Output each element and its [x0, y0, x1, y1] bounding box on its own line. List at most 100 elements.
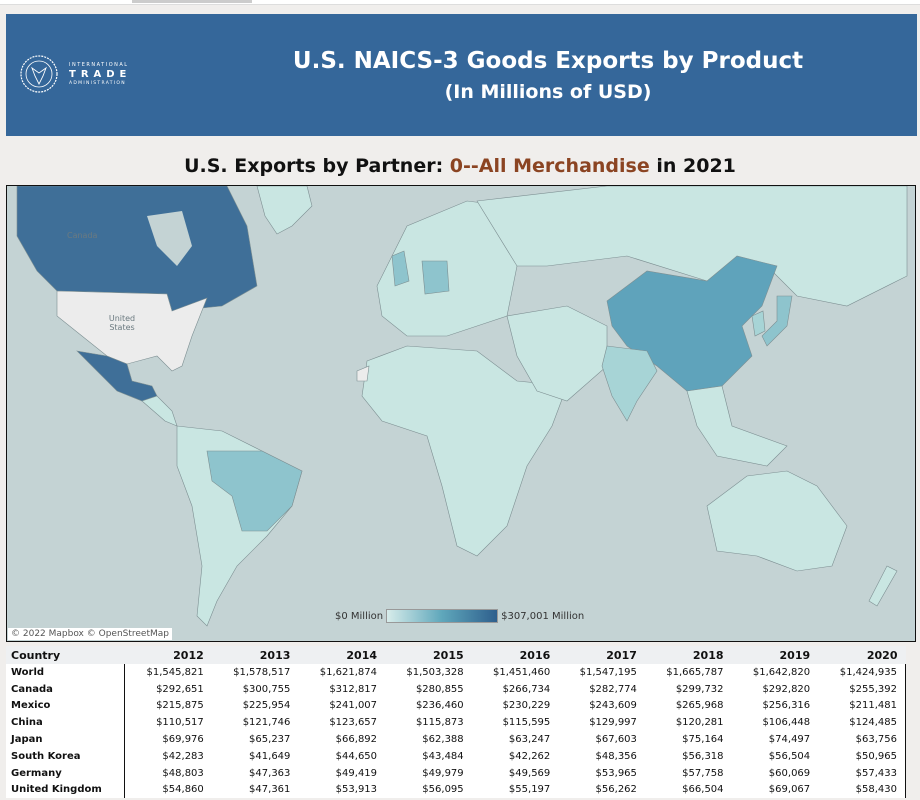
region-korea[interactable]: [751, 310, 766, 337]
header-banner: INTERNATIONAL TRADE ADMINISTRATION U.S. …: [6, 14, 917, 136]
map-credit[interactable]: © 2022 Mapbox © OpenStreetMap: [8, 628, 172, 640]
value-cell: $41,649: [211, 747, 299, 765]
country-cell: China: [6, 714, 125, 732]
logo-administration: ADMINISTRATION: [69, 80, 126, 86]
table-row: World $1,545,821 $1,578,517 $1,621,874 $1,50…: [6, 664, 907, 681]
column-header[interactable]: 2018: [644, 646, 732, 664]
value-cell: $215,875: [124, 697, 212, 715]
value-cell: $63,756: [818, 731, 907, 748]
value-cell: $55,197: [471, 781, 559, 799]
value-cell: $57,433: [818, 764, 907, 782]
value-cell: $42,262: [471, 747, 559, 765]
column-header[interactable]: 2013: [211, 646, 299, 664]
table-row: Mexico $215,875 $225,954 $241,007 $236,460 $2…: [6, 697, 907, 715]
country-cell: Germany: [6, 764, 125, 782]
map-label-canada: Canada: [67, 231, 98, 240]
value-cell: $54,860: [124, 781, 212, 799]
value-cell: $110,517: [124, 714, 212, 732]
region-japan[interactable]: [761, 295, 793, 347]
value-cell: $292,820: [731, 680, 819, 698]
region-russia-asia[interactable]: [476, 186, 908, 307]
value-cell: $60,069: [731, 764, 819, 782]
value-cell: $106,448: [731, 714, 819, 732]
table-row: Japan $69,976 $65,237 $66,892 $62,388 $63,247…: [6, 731, 907, 748]
region-greenland[interactable]: [256, 186, 313, 235]
region-germany[interactable]: [421, 260, 450, 295]
table-row: South Korea $42,283 $41,649 $44,650 $43,484 $…: [6, 747, 907, 765]
exports-table: Country 2012 2013 2014 2015 2016 2017 2018 2019 2…: [6, 646, 907, 799]
region-uk[interactable]: [391, 250, 410, 287]
value-cell: $256,316: [731, 697, 819, 715]
product-selector-value[interactable]: 0--All Merchandise: [449, 155, 650, 177]
column-header[interactable]: 2019: [731, 646, 819, 664]
column-header[interactable]: 2020: [818, 646, 906, 664]
region-central-america[interactable]: [141, 395, 178, 427]
legend-max-label: $307,001 Million: [501, 610, 585, 622]
value-cell: $65,237: [211, 731, 299, 748]
value-cell: $265,968: [644, 697, 732, 715]
commerce-seal-icon: INTERNATIONAL TRADE ADMINISTRATION: [20, 55, 129, 93]
value-cell: $44,650: [298, 747, 386, 765]
value-cell: $255,392: [818, 680, 907, 698]
top-bar: [0, 0, 920, 5]
value-cell: $63,247: [471, 731, 559, 748]
region-canada[interactable]: [16, 186, 258, 312]
value-cell: $74,497: [731, 731, 819, 748]
value-cell: $115,873: [385, 714, 472, 732]
region-new-zealand[interactable]: [868, 565, 898, 607]
value-cell: $43,484: [385, 747, 472, 765]
region-mexico[interactable]: [76, 350, 158, 402]
column-header[interactable]: 2012: [124, 646, 212, 664]
page-title: U.S. NAICS-3 Goods Exports by Product: [292, 48, 804, 74]
map-label-united-states: United States: [108, 314, 136, 332]
value-cell: $300,755: [211, 680, 299, 698]
color-legend: $0 Million $307,001 Million: [335, 609, 584, 623]
country-cell: Mexico: [6, 697, 125, 715]
value-cell: $236,460: [385, 697, 472, 715]
world-map[interactable]: Canada United States $0 Million $307,001…: [6, 185, 916, 642]
value-cell: $1,665,787: [644, 664, 732, 681]
map-title: U.S. Exports by Partner: 0--All Merchand…: [0, 155, 920, 177]
region-southeast-asia[interactable]: [686, 385, 788, 467]
column-header[interactable]: 2017: [558, 646, 645, 664]
value-cell: $292,651: [124, 680, 212, 698]
column-header[interactable]: Country: [6, 646, 125, 664]
value-cell: $243,609: [558, 697, 645, 715]
region-middle-east[interactable]: [506, 305, 608, 402]
value-cell: $69,976: [124, 731, 212, 748]
table-row: China $110,517 $121,746 $123,657 $115,873 $11…: [6, 714, 907, 732]
country-cell: World: [6, 664, 125, 681]
region-africa[interactable]: [361, 345, 568, 557]
value-cell: $49,569: [471, 764, 559, 782]
value-cell: $1,545,821: [124, 664, 212, 681]
region-brazil[interactable]: [206, 450, 303, 532]
logo-international: INTERNATIONAL: [69, 62, 129, 68]
region-australia[interactable]: [706, 470, 848, 572]
value-cell: $49,979: [385, 764, 472, 782]
value-cell: $241,007: [298, 697, 386, 715]
table-header-row: Country 2012 2013 2014 2015 2016 2017 2018 2019 2…: [6, 646, 906, 664]
region-hudson-bay: [147, 211, 192, 266]
country-cell: United Kingdom: [6, 781, 125, 799]
column-header[interactable]: 2015: [385, 646, 472, 664]
value-cell: $1,642,820: [731, 664, 819, 681]
region-western-sahara: [356, 365, 370, 382]
value-cell: $1,503,328: [385, 664, 472, 681]
value-cell: $266,734: [471, 680, 559, 698]
country-cell: Japan: [6, 731, 125, 748]
value-cell: $120,281: [644, 714, 732, 732]
region-united-states[interactable]: [56, 290, 208, 372]
column-header[interactable]: 2014: [298, 646, 386, 664]
value-cell: $57,758: [644, 764, 732, 782]
value-cell: $58,430: [818, 781, 907, 799]
value-cell: $124,485: [818, 714, 907, 732]
column-header[interactable]: 2016: [471, 646, 559, 664]
value-cell: $48,356: [558, 747, 645, 765]
value-cell: $49,419: [298, 764, 386, 782]
value-cell: $53,965: [558, 764, 645, 782]
legend-gradient: [386, 609, 499, 623]
value-cell: $42,283: [124, 747, 212, 765]
value-cell: $66,892: [298, 731, 386, 748]
region-india[interactable]: [601, 345, 658, 422]
country-cell: Canada: [6, 680, 125, 698]
